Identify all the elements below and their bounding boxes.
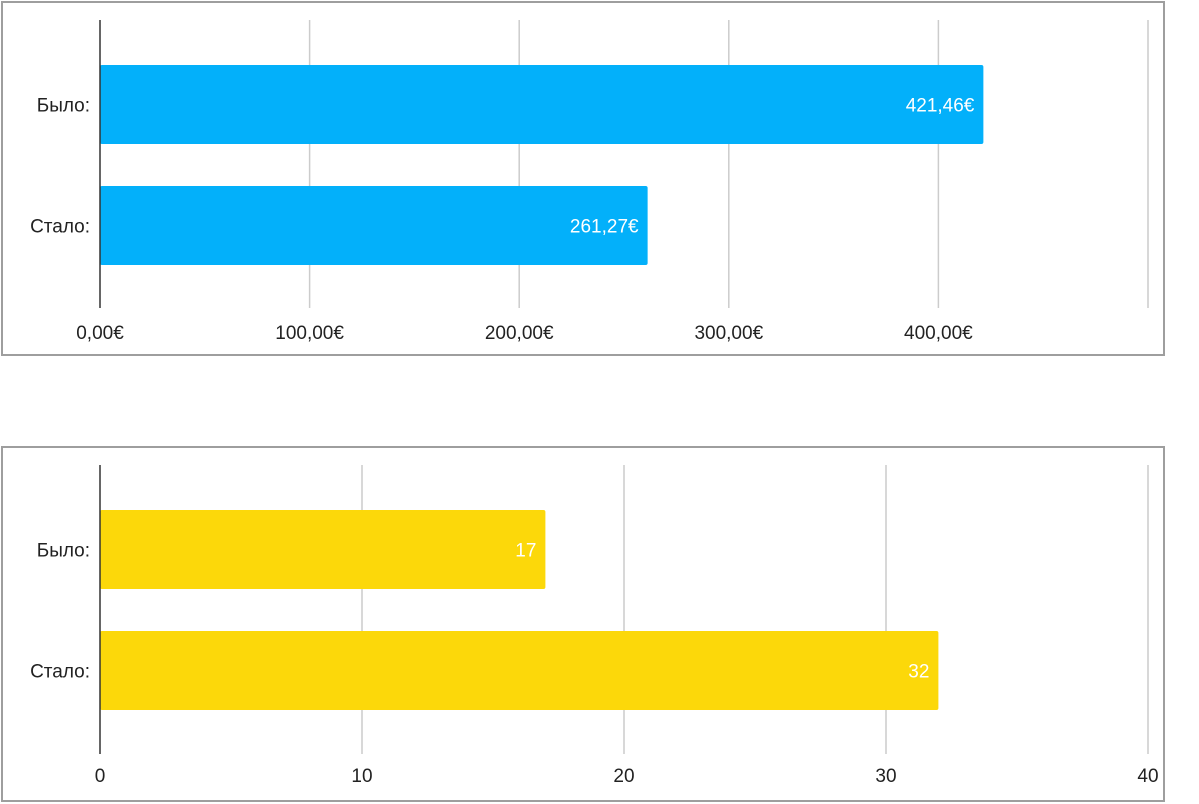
category-label: Было: <box>37 541 90 562</box>
category-label: Стало: <box>30 217 90 238</box>
spending-chart-svg: Было: Стало: 421,46€ 261,27€ 0,00€ 100,00€ 200… <box>30 20 1149 344</box>
x-tick-label: 200,00€ <box>485 323 554 344</box>
x-tick-label: 0 <box>95 766 106 787</box>
x-tick-label: 100,00€ <box>275 323 344 344</box>
x-tick-label: 30 <box>875 766 896 787</box>
count-chart: Было: Стало: 17 32 0 10 20 30 40 <box>1 446 1165 802</box>
spending-chart: Было: Стало: 421,46€ 261,27€ 0,00€ 100,00€ 200… <box>1 1 1165 356</box>
data-label: 32 <box>908 662 929 683</box>
bar <box>100 186 648 265</box>
category-label: Было: <box>37 96 90 117</box>
x-tick-label: 40 <box>1137 766 1158 787</box>
x-tick-label: 0,00€ <box>76 323 124 344</box>
category-label: Стало: <box>30 662 90 683</box>
data-label: 421,46€ <box>906 96 975 117</box>
data-label: 17 <box>515 541 536 562</box>
count-chart-svg: Было: Стало: 17 32 0 10 20 30 40 <box>30 465 1159 787</box>
data-label: 261,27€ <box>570 217 639 238</box>
bar <box>100 631 939 710</box>
bar <box>100 65 984 144</box>
x-tick-label: 400,00€ <box>904 323 973 344</box>
x-tick-label: 300,00€ <box>694 323 763 344</box>
x-tick-label: 10 <box>351 766 372 787</box>
bar <box>100 510 546 589</box>
x-tick-label: 20 <box>613 766 634 787</box>
